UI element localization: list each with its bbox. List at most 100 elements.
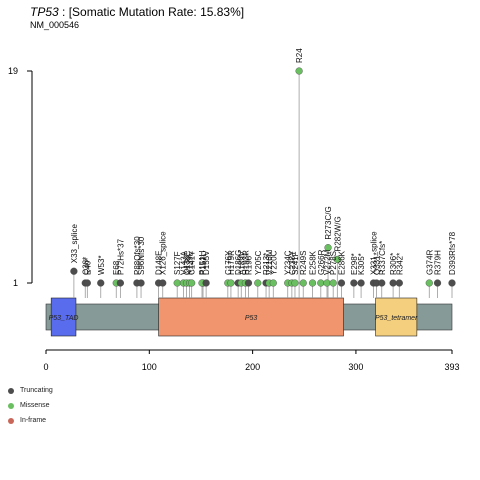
- mutation-label-155: D155V: [202, 250, 211, 275]
- mutation-label-139: K139E: [186, 251, 195, 275]
- legend-dot-truncating: [8, 387, 14, 394]
- mutation-label-298: E298*: [350, 253, 359, 275]
- mutation-point-278: [329, 279, 337, 287]
- mutation-point-258: [308, 279, 317, 287]
- legend-item-inframe: In-frame: [8, 413, 53, 428]
- x-tick-label-300: 300: [348, 362, 363, 372]
- mutation-point-286: [337, 279, 346, 287]
- mutation-label-272: V272M: [323, 249, 332, 275]
- mutation-point-298: [350, 279, 358, 287]
- mutation-label-266: G266R: [317, 249, 326, 275]
- mutation-label-245: R24: [295, 48, 304, 63]
- legend-label-inframe: In-frame: [20, 417, 47, 424]
- domain-label-p53_tad: P53_TAD: [49, 315, 79, 322]
- mutation-label-282: R282W/G: [333, 216, 342, 251]
- domain-p53_tad: [50, 297, 77, 337]
- mutation-label-205: Y205C: [254, 250, 263, 275]
- mutation-label-176: C176Y: [224, 250, 233, 275]
- mutation-label-141: C141Y: [188, 250, 197, 275]
- mutation-point-342: [395, 279, 403, 287]
- mutation-label-371: G374R: [425, 249, 434, 275]
- mutation-point-249: [299, 279, 307, 287]
- legend-dot-missense: [8, 402, 14, 409]
- legend-label-missense: Missense: [20, 402, 50, 409]
- gene-name: TP53: [30, 5, 59, 19]
- mutation-label-152: P152L: [199, 251, 208, 275]
- mutation-label-53: W53*: [97, 255, 106, 275]
- mutation-label-278: P278S: [329, 251, 338, 275]
- mutation-point-245: [295, 67, 303, 75]
- mutation-label-151: P151H: [198, 250, 207, 275]
- mutation-label-216: V216M: [265, 249, 274, 275]
- mutation-point-266: [317, 279, 325, 287]
- legend-label-truncating: Truncating: [20, 387, 53, 394]
- legend: Truncating Missense In-frame: [8, 383, 53, 428]
- mutation-label-317: X331_splice: [369, 231, 378, 275]
- mutation-label-40: E40*: [83, 258, 92, 275]
- mutation-point-27: [70, 267, 78, 275]
- mutation-label-68: E68: [112, 260, 121, 275]
- domain-label-p53_tetramer: P53_tetramer: [375, 315, 418, 322]
- mutation-point-371: [425, 279, 433, 287]
- mutation-point-305: [357, 279, 365, 287]
- mutation-label-189: A189V: [237, 250, 246, 275]
- mutation-label-393: D393Rfs*78: [448, 231, 457, 275]
- mutation-point-127: [173, 279, 181, 287]
- mutation-point-272: [323, 279, 331, 287]
- mutation-label-186: D186G: [234, 250, 243, 275]
- mutation-point-336: [389, 279, 397, 287]
- mutation-point-282: [333, 255, 341, 264]
- mutation-point-273: [324, 244, 332, 252]
- mutation-label-113: X126_splice: [159, 231, 168, 275]
- mutation-label-109: D148E: [155, 251, 164, 275]
- mutation-point-141: [188, 279, 196, 287]
- legend-dot-inframe: [8, 417, 14, 424]
- x-tick-label-100: 100: [142, 362, 157, 372]
- mutation-point-393: [448, 279, 456, 287]
- chart-title: TP53 : [Somatic Mutation Rate: 15.83%]: [30, 5, 244, 19]
- mutation-rate-label: : [Somatic Mutation Rate: 15.83%]: [58, 5, 245, 19]
- mutation-point-205: [254, 279, 262, 287]
- mutation-label-249: R249S: [299, 251, 308, 275]
- domain-p53: [158, 297, 344, 337]
- mutation-label-72: P72Hs*37: [116, 238, 125, 275]
- mutation-point-92: [137, 279, 145, 287]
- transcript-id: NM_000546: [30, 20, 80, 30]
- mutation-point-113: [159, 279, 167, 287]
- mutation-label-127: S127F: [173, 251, 182, 275]
- mutation-label-273: R273C/G: [324, 206, 333, 239]
- mutation-label-336: R306*: [389, 253, 398, 275]
- mutation-label-238: C238Y: [288, 250, 297, 275]
- mutation-label-38: Q38*: [81, 257, 90, 275]
- mutation-point-220: [269, 279, 277, 287]
- y-tick-label-1: 1: [13, 278, 18, 288]
- mutation-point-196: [244, 279, 253, 287]
- mutation-point-40: [83, 279, 91, 287]
- mutation-label-325: R337Cfs*: [378, 241, 387, 275]
- x-tick-label-200: 200: [245, 362, 260, 372]
- domain-label-p53: P53: [245, 315, 258, 322]
- legend-item-truncating: Truncating: [8, 383, 53, 398]
- mutation-label-136: Q136*: [182, 252, 191, 275]
- mutation-label-286: E286K: [337, 250, 346, 275]
- mutation-label-88: P88Qfs*30: [133, 236, 142, 275]
- mutation-label-305: K305*: [357, 253, 366, 275]
- y-tick-label-19: 19: [8, 66, 18, 76]
- mutation-label-193: H193R: [241, 250, 250, 275]
- mutation-label-258: E258K: [309, 250, 318, 275]
- legend-item-missense: Missense: [8, 398, 53, 413]
- mutation-label-27: X33_splice: [70, 224, 79, 264]
- mutation-label-196: R196*: [244, 253, 253, 275]
- mutation-label-342: R342*: [395, 253, 404, 275]
- mutation-label-179: H179R: [227, 250, 236, 275]
- mutation-point-179: [227, 279, 235, 287]
- mutation-label-320: Q331*: [373, 252, 382, 275]
- mutation-point-241: [291, 279, 299, 287]
- mutation-label-133: V143A: [179, 250, 188, 275]
- mutation-label-234: Y234C: [284, 250, 293, 275]
- mutation-point-72: [116, 279, 124, 287]
- mutation-point-379: [433, 279, 442, 287]
- x-tick-label-393: 393: [444, 362, 459, 372]
- mutation-label-92: S96Nfs*30: [137, 236, 146, 275]
- mutation-point-155: [202, 279, 210, 287]
